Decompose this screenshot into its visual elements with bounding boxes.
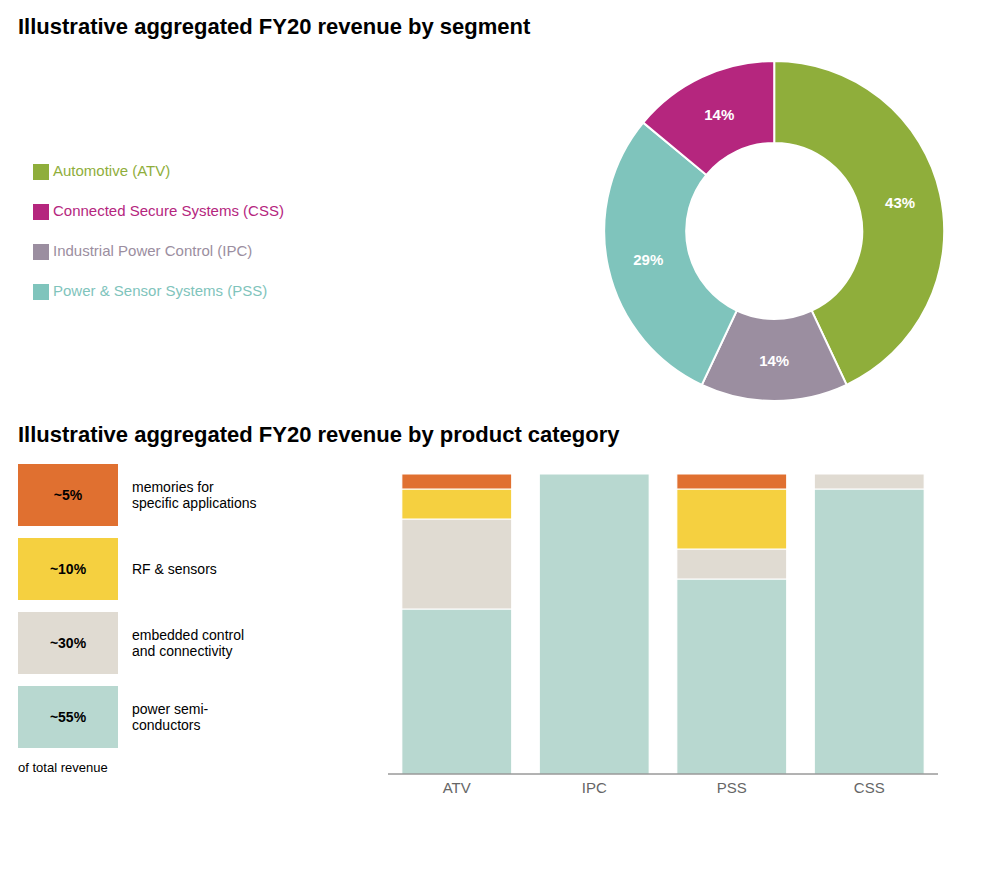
html-text:~5%: ~5% <box>53 487 83 503</box>
html-text:~10%: ~10% <box>49 561 87 577</box>
svg-text:29%: 29% <box>633 251 663 268</box>
svg-text:CSS: CSS <box>854 779 885 796</box>
html-text:Illustrative aggregated FY20 r: Illustrative aggregated FY20 revenue by … <box>18 422 620 447</box>
html-text:Connected Secure Systems (CSS): Connected Secure Systems (CSS) <box>53 202 284 219</box>
html-text:of total revenue: of total revenue <box>18 760 108 775</box>
html-text:Automotive (ATV): Automotive (ATV) <box>53 162 171 179</box>
html-text:RF & sensors: RF & sensors <box>132 561 217 577</box>
html-text:Industrial Power Control (IPC): Industrial Power Control (IPC) <box>53 242 253 259</box>
svg-text:IPC: IPC <box>582 779 607 796</box>
svg-text:14%: 14% <box>759 352 789 369</box>
html-text:embedded control and connectiv: embedded control and connectivity <box>132 627 245 659</box>
html-text:~55%: ~55% <box>49 709 87 725</box>
svg-text:PSS: PSS <box>717 779 747 796</box>
html-text:Power & Sensor Systems (PSS): Power & Sensor Systems (PSS) <box>53 282 268 299</box>
html-text:power semi- conductors: power semi- conductors <box>132 701 209 733</box>
html-text:Illustrative aggregated FY20 r: Illustrative aggregated FY20 revenue by … <box>18 14 531 39</box>
html-text:memories for specific applicat: memories for specific applications <box>132 479 257 511</box>
svg-text:14%: 14% <box>704 106 734 123</box>
svg-text:ATV: ATV <box>443 779 471 796</box>
svg-text:43%: 43% <box>885 194 915 211</box>
html-text:~30%: ~30% <box>49 635 87 651</box>
